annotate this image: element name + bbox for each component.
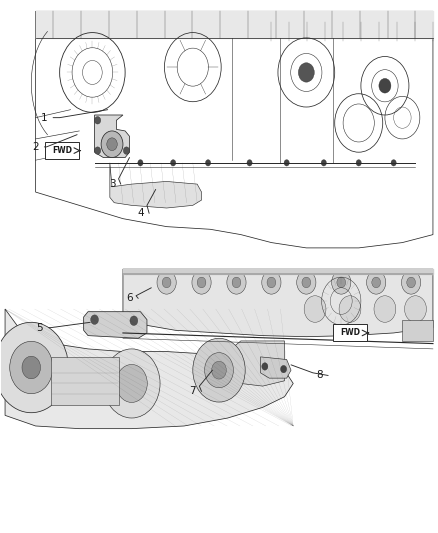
Circle shape (101, 131, 123, 158)
Circle shape (281, 366, 287, 373)
Circle shape (0, 322, 68, 413)
Circle shape (227, 271, 246, 294)
Circle shape (379, 78, 391, 93)
Polygon shape (110, 163, 201, 208)
Circle shape (262, 363, 268, 370)
Circle shape (372, 277, 381, 288)
Text: 8: 8 (316, 370, 323, 381)
Polygon shape (403, 320, 433, 341)
FancyBboxPatch shape (333, 325, 367, 342)
FancyBboxPatch shape (45, 142, 79, 159)
Circle shape (284, 160, 289, 166)
Circle shape (124, 147, 130, 155)
Text: FWD: FWD (52, 146, 72, 155)
Text: 6: 6 (126, 293, 133, 303)
Circle shape (91, 315, 99, 325)
Polygon shape (84, 312, 147, 338)
Polygon shape (95, 115, 130, 158)
Circle shape (170, 160, 176, 166)
Text: 7: 7 (190, 386, 196, 397)
Circle shape (162, 277, 171, 288)
Circle shape (339, 296, 361, 322)
Circle shape (367, 271, 386, 294)
Circle shape (321, 160, 326, 166)
Circle shape (302, 277, 311, 288)
Circle shape (103, 349, 160, 418)
Polygon shape (123, 269, 433, 337)
Circle shape (297, 271, 316, 294)
Text: 5: 5 (37, 322, 43, 333)
Text: 2: 2 (32, 142, 39, 152)
Circle shape (130, 316, 138, 326)
Circle shape (402, 271, 421, 294)
Circle shape (95, 117, 101, 124)
Circle shape (107, 138, 117, 151)
Circle shape (192, 271, 211, 294)
Circle shape (212, 361, 226, 379)
Circle shape (356, 160, 361, 166)
Circle shape (391, 160, 396, 166)
Polygon shape (5, 309, 293, 429)
Circle shape (205, 353, 233, 387)
Circle shape (298, 63, 314, 82)
Circle shape (407, 277, 416, 288)
Circle shape (337, 277, 346, 288)
Text: 3: 3 (109, 179, 115, 189)
Text: 1: 1 (41, 112, 48, 123)
Circle shape (138, 160, 143, 166)
Circle shape (157, 271, 176, 294)
Circle shape (116, 365, 147, 402)
Circle shape (405, 296, 426, 322)
Circle shape (304, 296, 326, 322)
Circle shape (267, 277, 276, 288)
Circle shape (262, 271, 281, 294)
Circle shape (197, 277, 206, 288)
Circle shape (332, 271, 351, 294)
Polygon shape (228, 341, 285, 386)
Bar (51, 357, 119, 405)
Polygon shape (261, 357, 291, 378)
Circle shape (232, 277, 241, 288)
Circle shape (95, 147, 101, 155)
Text: 4: 4 (137, 208, 144, 219)
Circle shape (10, 341, 53, 394)
Circle shape (193, 338, 245, 402)
Circle shape (22, 356, 41, 379)
Text: FWD: FWD (340, 328, 360, 337)
Circle shape (374, 296, 396, 322)
Circle shape (205, 160, 211, 166)
Circle shape (247, 160, 252, 166)
